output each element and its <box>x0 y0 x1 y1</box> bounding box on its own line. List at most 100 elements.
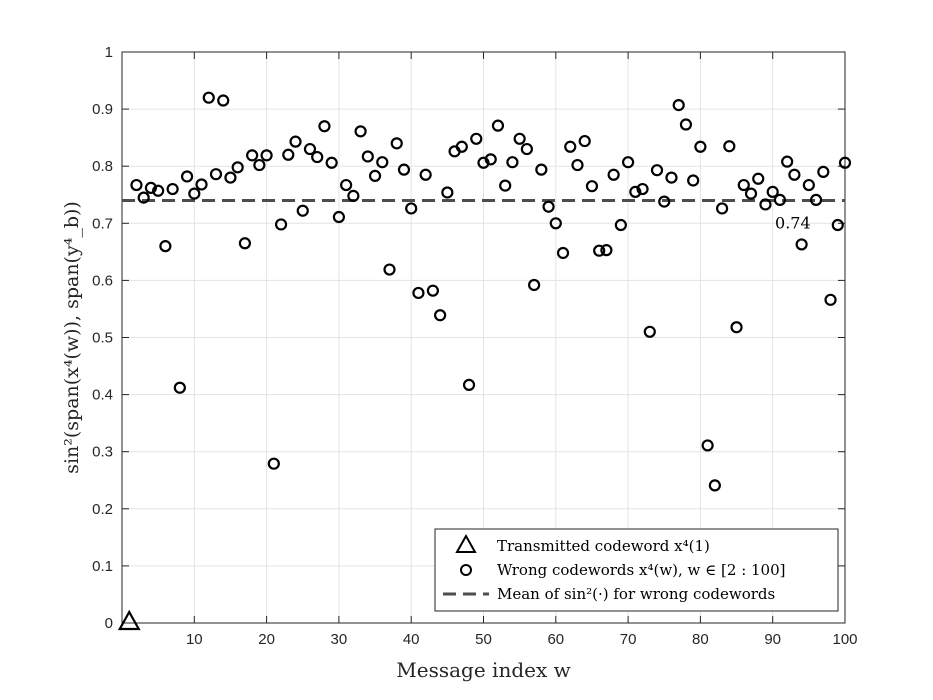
wrong-codeword-point <box>578 134 591 148</box>
axes: 10 20 30 40 50 60 70 80 90 100 0 0.1 0.2 0.3 0.4 0.5 0.6… <box>92 44 857 648</box>
wrong-codeword-point <box>173 381 186 394</box>
wrong-codeword-point <box>600 244 613 257</box>
y-tick-label: 0 <box>105 615 113 632</box>
wrong-codeword-point <box>564 140 577 153</box>
legend: Transmitted codeword x⁴(1) Wrong codeword… <box>434 528 839 612</box>
wrong-codeword-point <box>730 321 743 334</box>
wrong-codeword-point <box>347 189 360 202</box>
wrong-codeword-point <box>687 174 700 187</box>
wrong-codeword-point <box>658 195 671 208</box>
wrong-codeword-point <box>188 187 201 200</box>
wrong-codeword-point <box>477 156 490 169</box>
wrong-codeword-point <box>636 182 649 196</box>
wrong-codeword-point <box>180 170 194 183</box>
wrong-codeword-point <box>585 180 599 193</box>
wrong-codeword-point <box>744 187 758 200</box>
wrong-codeword-point <box>795 238 808 251</box>
wrong-codeword-point <box>694 140 707 153</box>
wrong-codeword-point <box>246 149 259 162</box>
y-tick-label: 0.7 <box>92 215 113 232</box>
legend-box <box>434 528 839 612</box>
wrong-codeword-point <box>253 158 266 172</box>
wrong-codeword-point <box>665 171 678 184</box>
wrong-codeword-point <box>260 149 273 162</box>
wrong-codeword-point <box>520 142 533 156</box>
y-tick-label: 0.5 <box>92 330 113 347</box>
wrong-codeword-point <box>506 156 519 169</box>
wrong-codeword-point <box>831 218 844 232</box>
wrong-codeword-point <box>737 178 750 192</box>
wrong-codeword-point <box>607 168 620 181</box>
wrong-codeword-point <box>462 378 476 391</box>
wrong-codeword-point <box>209 168 223 181</box>
wrong-codeword-point <box>426 284 439 297</box>
wrong-codeword-point <box>274 218 288 231</box>
wrong-codeword-point <box>817 165 830 179</box>
wrong-codeword-point <box>513 132 526 145</box>
legend-circle-icon <box>460 564 472 576</box>
data-points <box>117 91 852 631</box>
y-tick-label: 0.9 <box>92 101 113 118</box>
y-tick-label: 0.2 <box>92 501 113 518</box>
wrong-codeword-point <box>672 99 685 112</box>
wrong-codeword-point <box>231 161 244 174</box>
transmitted-codeword-point <box>117 609 141 631</box>
x-tick-label: 60 <box>547 631 564 648</box>
wrong-codeword-point <box>195 178 208 191</box>
wrong-codeword-point <box>650 164 664 177</box>
wrong-codeword-point <box>282 148 295 161</box>
wrong-codeword-point <box>354 125 367 138</box>
wrong-codeword-point <box>499 179 512 192</box>
wrong-codeword-point <box>621 156 635 169</box>
wrong-codeword-point <box>838 156 852 169</box>
x-tick-label: 50 <box>475 631 492 648</box>
wrong-codeword-point <box>376 156 389 169</box>
wrong-codeword-point <box>571 158 584 172</box>
y-axis-label: sin²(span(x⁴(w)), span(y⁴_b)) <box>61 201 83 474</box>
wrong-codeword-point <box>318 120 331 133</box>
mean-value-annotation: 0.74 <box>775 213 811 232</box>
y-tick-label: 0.1 <box>92 558 113 575</box>
y-tick-label: 0.3 <box>92 444 113 461</box>
wrong-codeword-point <box>455 140 468 153</box>
wrong-codeword-point <box>708 479 721 492</box>
wrong-codeword-point <box>809 193 823 206</box>
wrong-codeword-point <box>491 119 505 132</box>
y-tick-label: 0.6 <box>92 272 113 289</box>
wrong-codeword-point <box>217 94 230 107</box>
wrong-codeword-point <box>368 169 382 183</box>
wrong-codeword-point <box>643 325 656 338</box>
wrong-codeword-point <box>614 218 627 232</box>
axis-labels: Message index w sin²(span(x⁴(w)), span(y⁴… <box>61 201 571 682</box>
wrong-codeword-point <box>549 217 562 230</box>
y-tick-label: 0.4 <box>92 387 113 404</box>
legend-label: Mean of sin²(·) for wrong codewords <box>497 585 775 603</box>
wrong-codeword-point <box>303 142 317 156</box>
wrong-codeword-point <box>723 140 736 153</box>
wrong-codeword-point <box>166 182 179 196</box>
wrong-codeword-point <box>434 309 447 322</box>
wrong-codeword-point <box>202 91 215 104</box>
wrong-codeword-point <box>405 202 418 215</box>
wrong-codeword-point <box>556 246 570 260</box>
x-tick-label: 80 <box>692 631 709 648</box>
wrong-codeword-point <box>267 457 280 470</box>
x-tick-label: 90 <box>764 631 781 648</box>
wrong-codeword-point <box>484 153 497 166</box>
wrong-codeword-point <box>130 178 143 192</box>
wrong-codeword-point <box>361 150 374 163</box>
wrong-codeword-point <box>144 181 158 194</box>
y-tick-label: 0.8 <box>92 158 113 175</box>
wrong-codeword-point <box>152 184 165 197</box>
wrong-codeword-point <box>383 263 396 276</box>
wrong-codeword-point <box>715 202 729 215</box>
wrong-codeword-point <box>542 200 555 213</box>
wrong-codeword-point <box>528 278 541 292</box>
legend-label: Transmitted codeword x⁴(1) <box>497 537 710 555</box>
wrong-codeword-point <box>759 198 772 211</box>
wrong-codeword-point <box>788 168 801 181</box>
annotations: 0.74 <box>775 213 811 232</box>
y-tick-label: 1 <box>105 44 113 61</box>
wrong-codeword-point <box>629 185 642 198</box>
